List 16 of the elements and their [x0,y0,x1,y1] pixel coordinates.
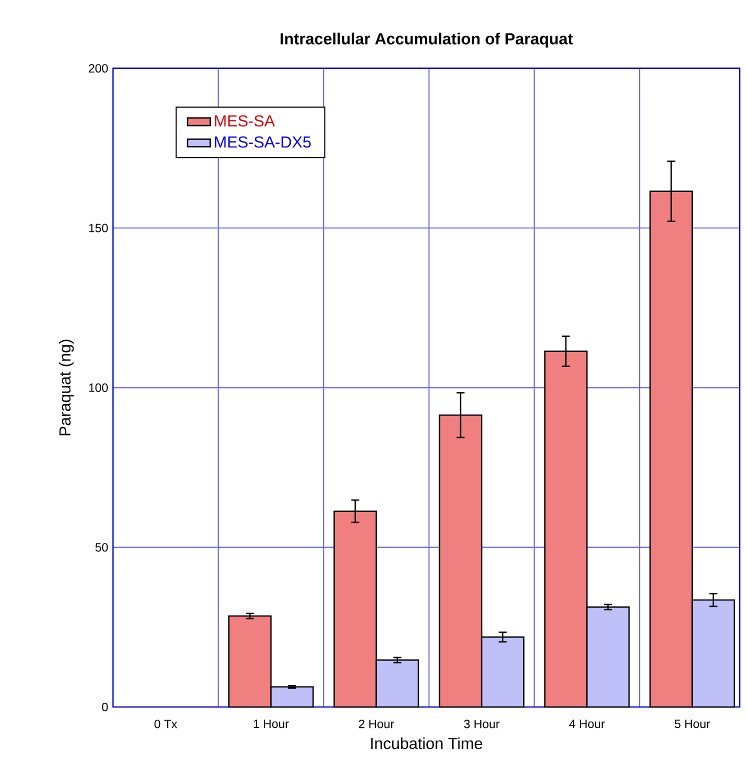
y-tick-label: 100 [89,383,108,392]
y-tick-label: 150 [89,224,108,232]
x-tick-label: 5 Hour [674,720,710,728]
y-tick-label: 0 [102,702,108,712]
x-tick-label: 2 Hour [359,720,394,728]
x-tick-label: 3 Hour [464,720,500,728]
y-axis-title: Paraquat (ng) [59,340,74,436]
x-tick-label: 0 Tx [154,720,178,728]
legend-label: MES-SA-DX5 [215,136,311,148]
x-axis-title: Incubation Time [371,737,482,750]
x-tick-label: 4 Hour [569,720,605,728]
y-tick-label: 200 [89,64,108,73]
legend-label: MES-SA [215,115,276,127]
y-tick-label: 50 [96,543,108,552]
x-tick-label: 1 Hour [254,720,289,728]
chart-title: Intracellular Accumulation of Paraquat [280,32,573,48]
